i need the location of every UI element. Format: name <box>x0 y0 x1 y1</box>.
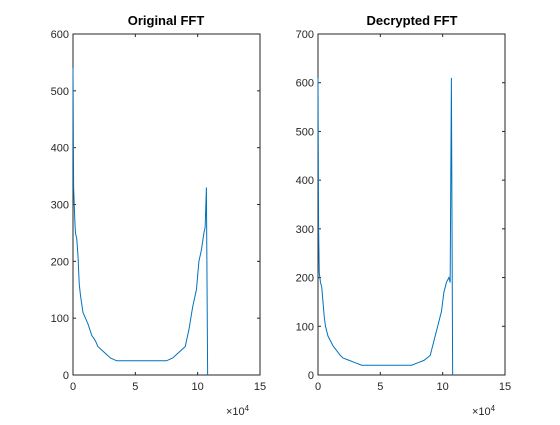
x-exponent-power: 4 <box>245 404 250 413</box>
x-exponent-label: ×104 <box>472 404 496 419</box>
plot-area <box>72 33 261 376</box>
series-line <box>317 77 454 376</box>
x-tick-label: 5 <box>132 381 138 393</box>
subplot-decrypted-fft: Decrypted FFT 0 100 200 300 400 500 600 700 0 5 1… <box>296 13 511 418</box>
y-tick-label: 500 <box>51 86 69 98</box>
y-tick-label: 0 <box>63 370 69 382</box>
y-tick-label: 400 <box>51 143 69 155</box>
x-exponent-power: 4 <box>491 404 496 413</box>
y-tick-label: 200 <box>296 273 314 285</box>
axis-ticks <box>317 33 506 376</box>
x-tick-label: 15 <box>499 381 511 393</box>
chart-title: Original FFT <box>128 13 205 28</box>
y-tick-label: 400 <box>296 175 314 187</box>
y-tick-label: 300 <box>51 200 69 212</box>
y-tick-label: 200 <box>51 256 69 268</box>
x-tick-label: 0 <box>315 381 321 393</box>
y-tick-label: 600 <box>296 78 314 90</box>
series-group <box>72 68 209 376</box>
y-tick-label: 700 <box>296 29 314 41</box>
chart-title: Decrypted FFT <box>366 13 457 28</box>
y-tick-label: 100 <box>51 313 69 325</box>
y-tick-label: 500 <box>296 126 314 138</box>
x-tick-labels: 0 5 10 15 <box>70 381 266 393</box>
y-tick-label: 600 <box>51 29 69 41</box>
y-tick-labels: 0 100 200 300 400 500 600 <box>51 29 69 382</box>
y-tick-label: 300 <box>296 224 314 236</box>
series-group <box>317 77 454 376</box>
y-tick-labels: 0 100 200 300 400 500 600 700 <box>296 29 314 382</box>
series-line <box>72 68 209 376</box>
x-tick-label: 15 <box>254 381 266 393</box>
x-tick-label: 5 <box>377 381 383 393</box>
y-tick-label: 0 <box>308 370 314 382</box>
x-tick-label: 10 <box>192 381 204 393</box>
y-tick-label: 100 <box>296 321 314 333</box>
x-tick-label: 0 <box>70 381 76 393</box>
x-tick-labels: 0 5 10 15 <box>315 381 511 393</box>
x-tick-label: 10 <box>437 381 449 393</box>
plot-area <box>317 33 506 376</box>
x-exponent-label: ×104 <box>226 404 250 419</box>
